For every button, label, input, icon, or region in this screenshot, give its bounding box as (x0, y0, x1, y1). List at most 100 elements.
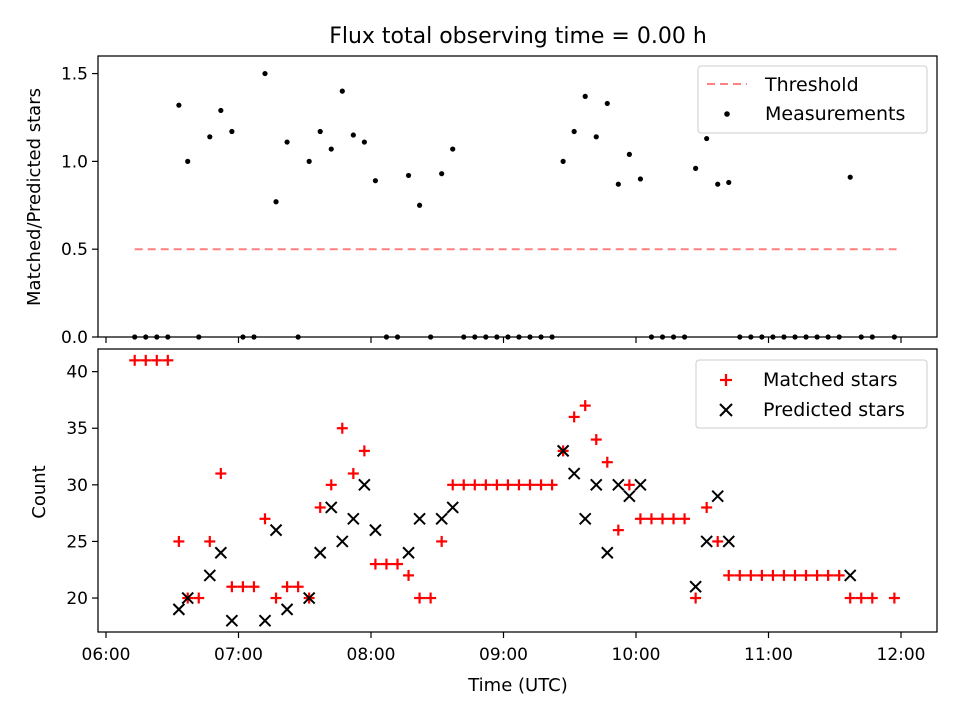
legend-matched-label: Matched stars (763, 369, 897, 391)
predicted-star-point (591, 479, 602, 490)
predicted-star-point (173, 604, 184, 615)
predicted-star-point (712, 491, 723, 502)
bottom-y-tick-label: 35 (66, 419, 88, 439)
bottom-x-axis-label: Time (UTC) (467, 675, 568, 696)
measurement-point (826, 334, 831, 339)
matched-star-point (260, 513, 271, 524)
measurement-point (583, 94, 588, 99)
matched-star-point (525, 479, 536, 490)
matched-star-point (204, 536, 215, 547)
matched-star-point (679, 513, 690, 524)
predicted-star-point (845, 570, 856, 581)
measurement-point (296, 334, 301, 339)
bottom-y-tick-label: 40 (66, 363, 88, 383)
top-y-tick-label: 0.0 (61, 328, 88, 348)
matched-star-point (436, 536, 447, 547)
measurement-point (439, 171, 444, 176)
legend-measurements-label: Measurements (765, 103, 905, 125)
measurement-point (185, 159, 190, 164)
predicted-star-point (370, 525, 381, 536)
predicted-star-point (569, 468, 580, 479)
measurement-point (428, 334, 433, 339)
matched-star-point (635, 513, 646, 524)
legend-measurements-swatch (724, 111, 730, 117)
measurement-point (870, 334, 875, 339)
measurement-point (218, 108, 223, 113)
matched-star-point (547, 479, 558, 490)
measurement-point (527, 334, 532, 339)
matched-star-point (282, 581, 293, 592)
measurement-point (351, 132, 356, 137)
predicted-star-point (602, 547, 613, 558)
matched-star-point (823, 570, 834, 581)
measurement-point (649, 334, 654, 339)
bottom-x-tick-label: 11:00 (744, 645, 793, 665)
bottom-y-axis-label: Count (29, 465, 50, 518)
predicted-star-point (337, 536, 348, 547)
matched-star-point (447, 479, 458, 490)
measurement-point (638, 176, 643, 181)
predicted-star-point (723, 536, 734, 547)
measurement-point (837, 334, 842, 339)
measurement-point (406, 173, 411, 178)
measurement-point (693, 166, 698, 171)
matched-star-point (226, 581, 237, 592)
matched-star-point (193, 593, 204, 604)
measurement-point (803, 334, 808, 339)
bottom-x-axis: 06:0007:0008:0009:0010:0011:0012:00 (82, 632, 926, 665)
matched-star-point (790, 570, 801, 581)
measurement-point (682, 334, 687, 339)
measurement-point (516, 334, 521, 339)
measurement-point (229, 129, 234, 134)
bottom-x-tick-label: 07:00 (214, 645, 263, 665)
matched-star-point (513, 479, 524, 490)
measurement-point (671, 334, 676, 339)
predicted-star-point (403, 547, 414, 558)
measurement-point (483, 334, 488, 339)
matched-star-point (712, 536, 723, 547)
predicted-star-point (447, 502, 458, 513)
matched-star-point (778, 570, 789, 581)
bottom-legend: Matched stars Predicted stars (696, 360, 927, 428)
measurement-point (892, 334, 897, 339)
matched-star-point (889, 593, 900, 604)
matched-star-point (834, 570, 845, 581)
bottom-x-tick-label: 06:00 (82, 645, 131, 665)
matched-star-point (151, 355, 162, 366)
chart-figure: Flux total observing time = 0.00 h 0.00.… (0, 0, 960, 720)
measurement-point (262, 71, 267, 76)
measurement-point (284, 139, 289, 144)
predicted-star-point (326, 502, 337, 513)
measurement-point (273, 199, 278, 204)
matched-star-point (173, 536, 184, 547)
measurement-point (549, 334, 554, 339)
measurement-point (748, 334, 753, 339)
measurement-point (538, 334, 543, 339)
matched-star-point (767, 570, 778, 581)
bottom-y-tick-label: 25 (66, 532, 88, 552)
bottom-x-tick-label: 08:00 (347, 645, 396, 665)
predicted-star-point (204, 570, 215, 581)
measurement-point (859, 334, 864, 339)
matched-star-point (613, 525, 624, 536)
matched-star-point (502, 479, 513, 490)
matched-star-point (856, 593, 867, 604)
matched-star-point (237, 581, 248, 592)
top-y-tick-label: 1.5 (61, 65, 88, 85)
matched-star-point (403, 570, 414, 581)
measurement-point (572, 129, 577, 134)
measurement-point (737, 334, 742, 339)
measurement-point (329, 146, 334, 151)
measurement-point (704, 136, 709, 141)
bottom-y-axis: 2025303540 (66, 363, 98, 609)
measurement-point (759, 334, 764, 339)
measurement-point (165, 334, 170, 339)
top-chart-title: Flux total observing time = 0.00 h (329, 24, 707, 49)
measurement-point (505, 334, 510, 339)
matched-star-point (668, 513, 679, 524)
matched-star-point (491, 479, 502, 490)
predicted-star-point (613, 479, 624, 490)
measurement-point (472, 334, 477, 339)
bottom-y-tick-label: 30 (66, 476, 88, 496)
measurement-point (240, 334, 245, 339)
